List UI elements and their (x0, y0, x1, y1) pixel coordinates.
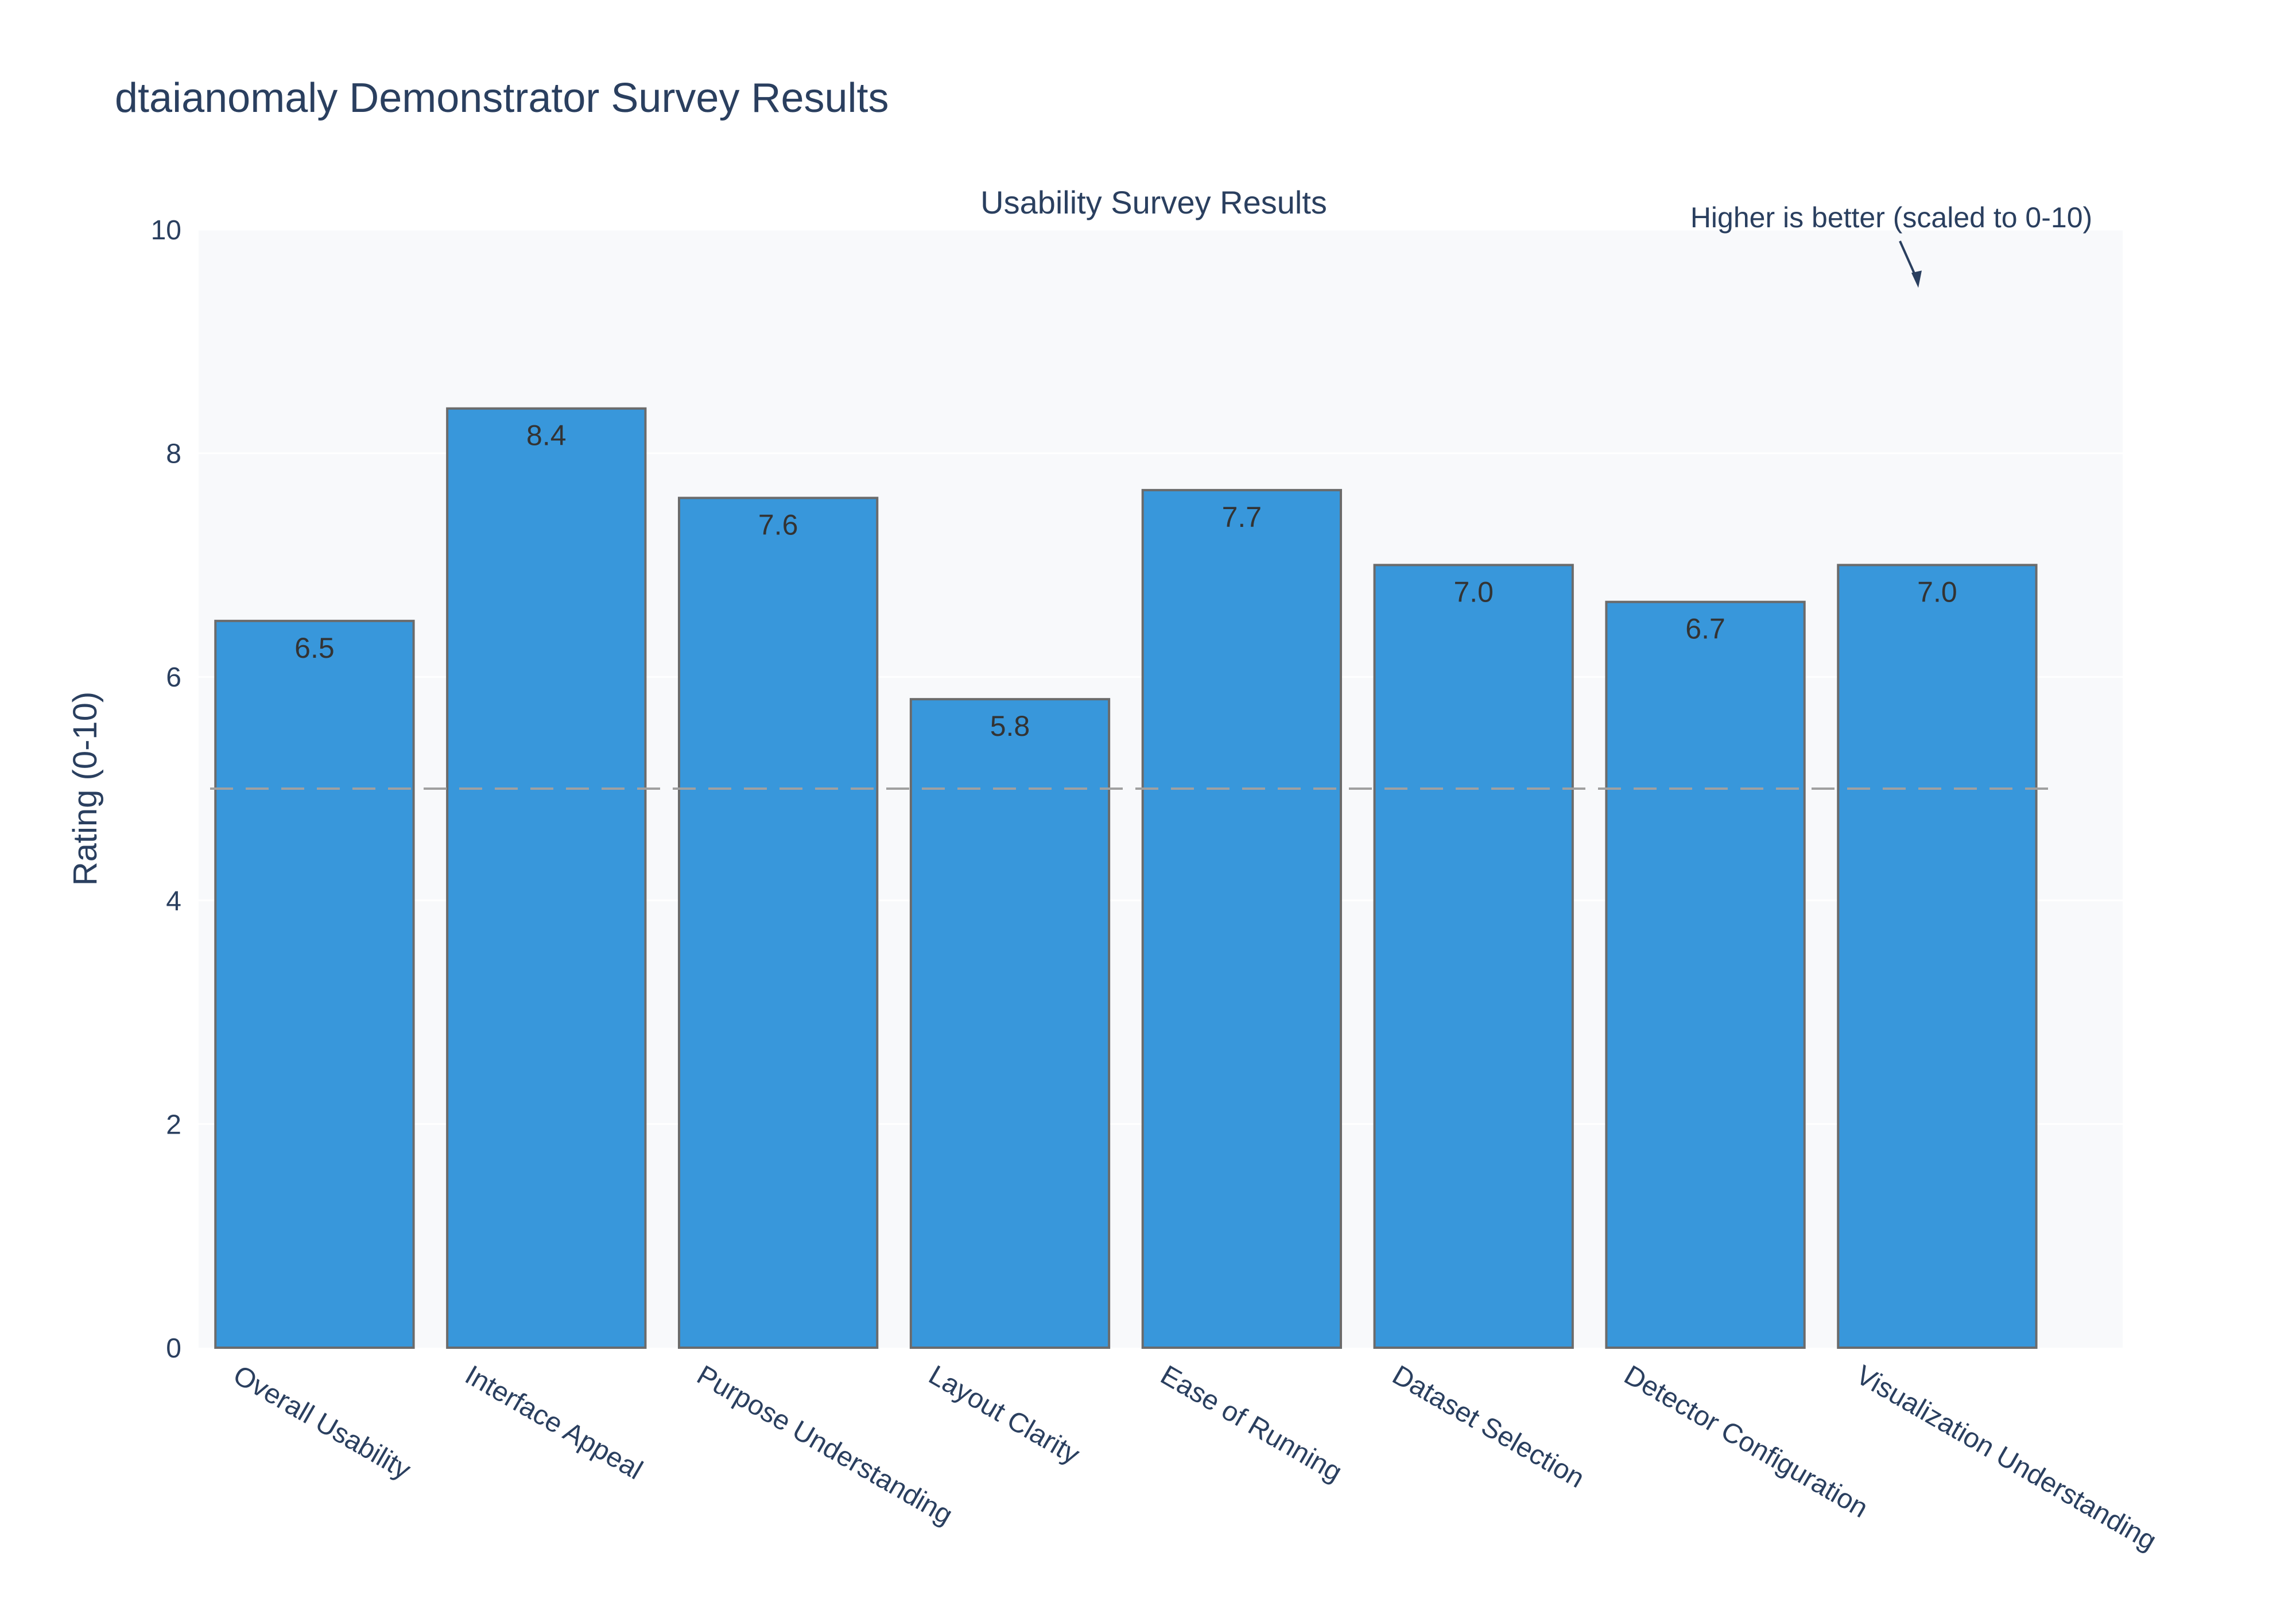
bar (677, 496, 879, 1349)
bar (1605, 600, 1806, 1349)
data-label: 5.8 (990, 710, 1030, 742)
annotation-text: Higher is better (scaled to 0-10) (1690, 201, 2092, 234)
data-label: 6.7 (1685, 613, 1725, 645)
y-tick-label: 0 (166, 1333, 181, 1364)
data-label: 7.7 (1222, 501, 1262, 533)
data-label: 7.6 (758, 509, 798, 541)
y-axis-ticks: 0 2 4 6 8 10 (151, 215, 181, 1364)
data-label: 8.4 (526, 420, 567, 452)
bar (909, 698, 1111, 1349)
y-axis-label: Rating (0-10) (67, 692, 104, 886)
data-labels: 6.5 8.4 7.6 5.8 7.7 7.0 6.7 7.0 (294, 420, 1957, 742)
annotation-arrowhead (1911, 270, 1922, 288)
bars (214, 407, 2038, 1349)
y-tick-label: 10 (151, 215, 181, 246)
chart-title: dtaianomaly Demonstrator Survey Results (115, 75, 889, 121)
y-tick-label: 2 (166, 1109, 181, 1140)
bar (1141, 488, 1342, 1349)
bar (214, 619, 415, 1349)
annotation: Higher is better (scaled to 0-10) (1690, 201, 2092, 288)
data-label: 6.5 (294, 632, 335, 664)
y-tick-label: 4 (166, 886, 181, 917)
y-tick-label: 8 (166, 439, 181, 470)
chart-subtitle: Usability Survey Results (980, 184, 1327, 220)
bar (1837, 564, 2038, 1349)
bar (1373, 564, 1574, 1349)
data-label: 7.0 (1453, 576, 1494, 608)
bar (446, 407, 647, 1349)
y-tick-label: 6 (166, 662, 181, 693)
data-label: 7.0 (1917, 576, 1957, 608)
